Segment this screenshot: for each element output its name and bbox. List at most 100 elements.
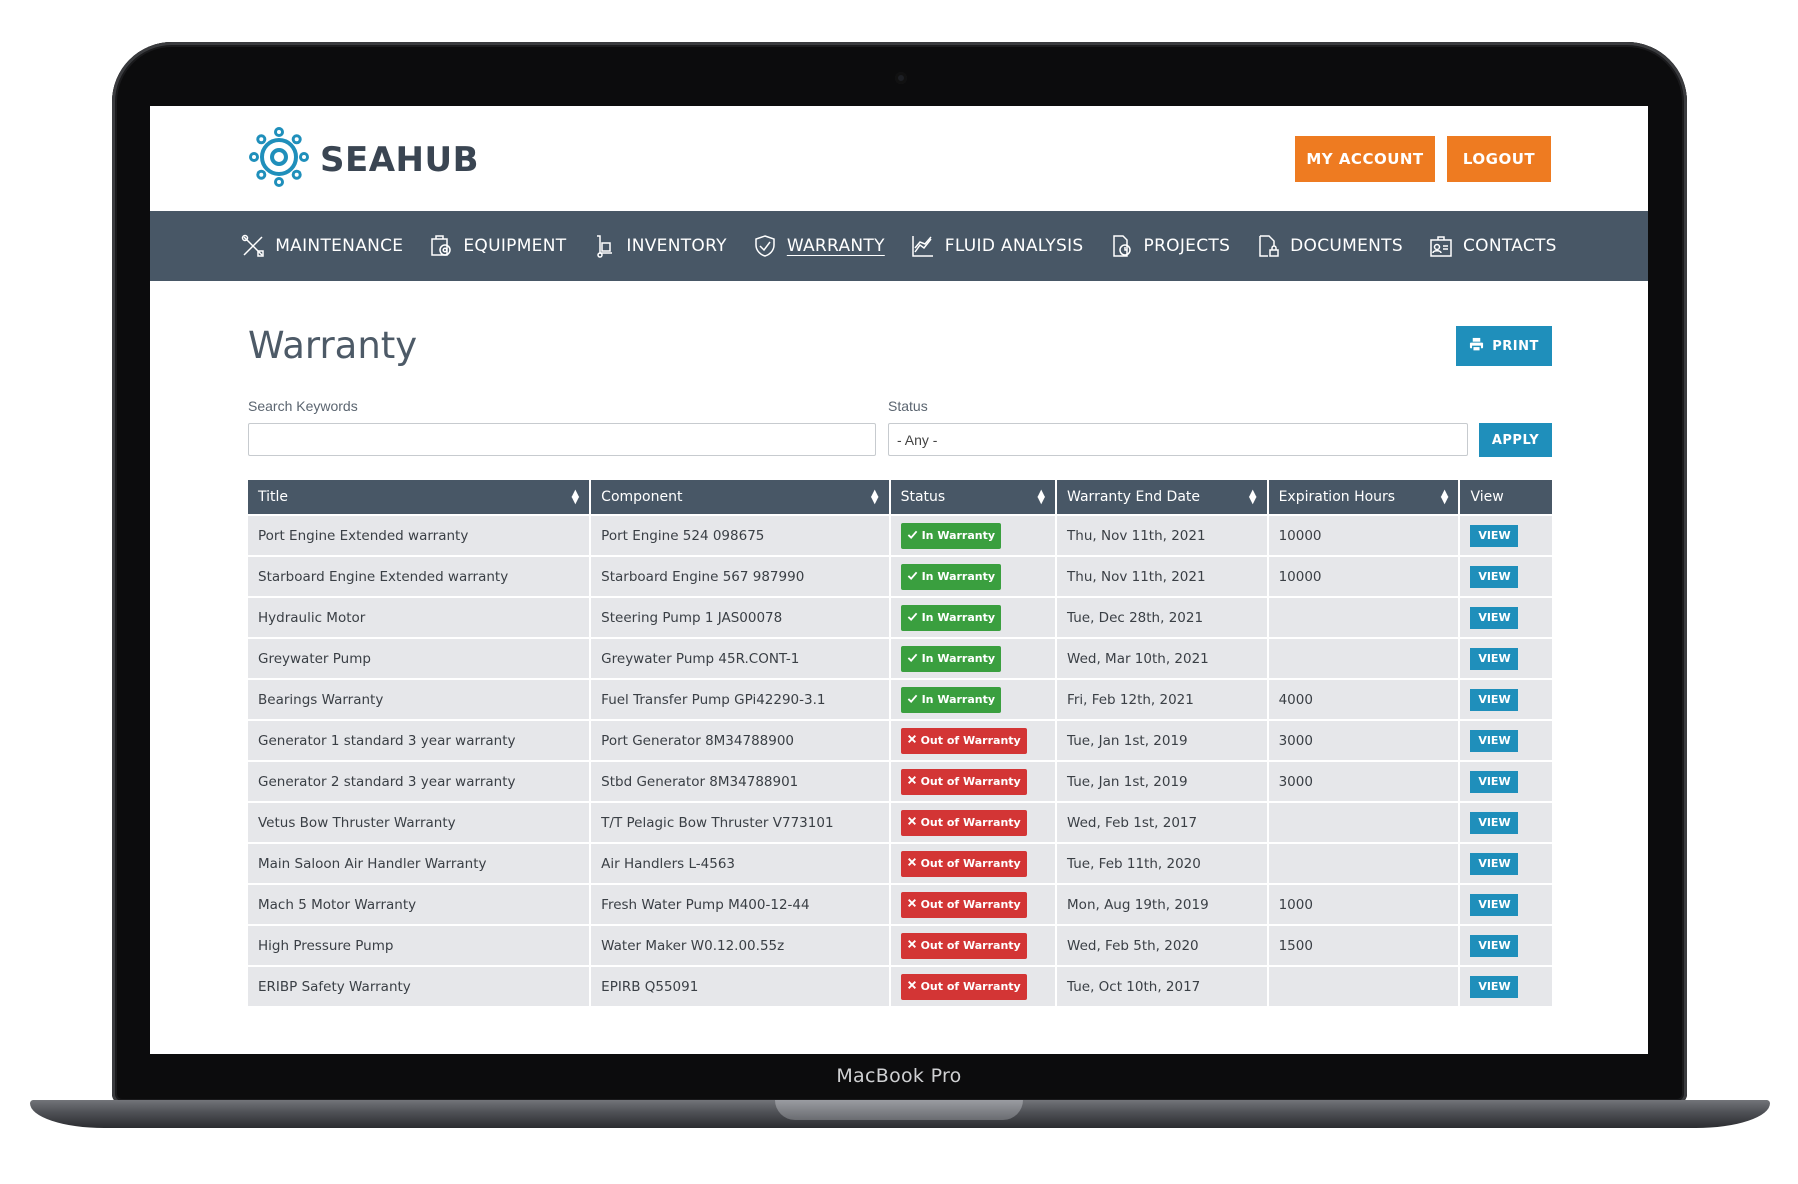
- apply-button[interactable]: APPLY: [1479, 423, 1552, 457]
- cell-end-date: Mon, Aug 19th, 2019: [1056, 883, 1269, 925]
- view-button[interactable]: VIEW: [1470, 852, 1519, 875]
- view-button[interactable]: VIEW: [1470, 647, 1519, 670]
- view-button[interactable]: VIEW: [1470, 770, 1519, 793]
- cell-view: VIEW: [1459, 637, 1552, 679]
- cell-component: Port Generator 8M34788900: [590, 719, 891, 761]
- nav-item-equipment[interactable]: EQUIPMENT: [429, 234, 566, 258]
- contacts-icon: [1429, 234, 1453, 258]
- cell-hours: 1500: [1267, 924, 1461, 966]
- sort-icon: ▲ ▼: [571, 488, 580, 506]
- status-badge: Out of Warranty: [900, 727, 1027, 754]
- main-nav: MAINTENANCE EQUIPMENT INVENTORY: [150, 211, 1648, 281]
- cell-status: In Warranty: [889, 555, 1058, 597]
- cell-title: Generator 2 standard 3 year warranty: [248, 760, 592, 802]
- cell-end-date: Tue, Jan 1st, 2019: [1056, 760, 1269, 802]
- cell-end-date: Wed, Feb 5th, 2020: [1056, 924, 1269, 966]
- nav-item-projects[interactable]: PROJECTS: [1110, 234, 1231, 258]
- status-text: In Warranty: [921, 652, 996, 665]
- cell-status: Out of Warranty: [889, 924, 1058, 966]
- status-text: Out of Warranty: [920, 816, 1021, 829]
- cell-view: VIEW: [1459, 514, 1552, 556]
- cell-status: Out of Warranty: [889, 842, 1058, 884]
- cell-view: VIEW: [1459, 555, 1552, 597]
- cell-component: Greywater Pump 45R.CONT-1: [590, 637, 891, 679]
- check-icon: [907, 570, 918, 584]
- cell-status: Out of Warranty: [889, 965, 1058, 1006]
- view-button[interactable]: VIEW: [1470, 606, 1519, 629]
- view-button[interactable]: VIEW: [1470, 975, 1519, 998]
- search-input[interactable]: [248, 423, 876, 456]
- line-chart-icon: [911, 234, 935, 258]
- nav-item-warranty[interactable]: WARRANTY: [753, 234, 885, 258]
- nav-item-maintenance[interactable]: MAINTENANCE: [241, 234, 403, 258]
- view-button[interactable]: VIEW: [1470, 811, 1519, 834]
- view-button[interactable]: VIEW: [1470, 524, 1519, 547]
- view-button[interactable]: VIEW: [1470, 688, 1519, 711]
- column-header-title[interactable]: Title ▲ ▼: [248, 480, 592, 515]
- x-icon: [907, 980, 917, 993]
- sort-icon: ▲ ▼: [1440, 488, 1449, 506]
- cell-title: Bearings Warranty: [248, 678, 592, 720]
- cell-view: VIEW: [1459, 678, 1552, 720]
- my-account-button[interactable]: MY ACCOUNT: [1295, 136, 1435, 182]
- cell-component: Fresh Water Pump M400-12-44: [590, 883, 891, 925]
- column-header-status[interactable]: Status ▲ ▼: [889, 480, 1058, 515]
- x-icon: [907, 734, 917, 747]
- nav-label: DOCUMENTS: [1290, 236, 1403, 256]
- cell-view: VIEW: [1459, 760, 1552, 802]
- status-text: In Warranty: [921, 611, 996, 624]
- status-select[interactable]: - Any -: [888, 423, 1468, 456]
- column-header-component[interactable]: Component ▲ ▼: [590, 480, 891, 515]
- cell-hours: 10000: [1267, 514, 1461, 556]
- cell-hours: [1267, 965, 1461, 1006]
- view-button[interactable]: VIEW: [1470, 565, 1519, 588]
- cell-view: VIEW: [1459, 842, 1552, 884]
- column-header-end-date[interactable]: Warranty End Date ▲ ▼: [1056, 480, 1269, 515]
- header-label: Expiration Hours: [1278, 489, 1396, 505]
- cell-hours: 1000: [1267, 883, 1461, 925]
- nav-item-inventory[interactable]: INVENTORY: [592, 234, 727, 258]
- status-badge: In Warranty: [900, 604, 1002, 631]
- check-icon: [907, 693, 918, 707]
- cell-end-date: Wed, Feb 1st, 2017: [1056, 801, 1269, 843]
- status-badge: In Warranty: [900, 686, 1002, 713]
- view-button[interactable]: VIEW: [1470, 934, 1519, 957]
- hand-truck-icon: [592, 234, 616, 258]
- cell-status: Out of Warranty: [889, 883, 1058, 925]
- view-button[interactable]: VIEW: [1470, 729, 1519, 752]
- document-lock-icon: [1256, 234, 1280, 258]
- table-row: Starboard Engine Extended warranty Starbo…: [248, 555, 1552, 597]
- table-row: Mach 5 Motor Warranty Fresh Water Pump M4…: [248, 883, 1552, 925]
- header-label: Status: [900, 489, 946, 505]
- cell-end-date: Tue, Feb 11th, 2020: [1056, 842, 1269, 884]
- cell-hours: 3000: [1267, 760, 1461, 802]
- cell-component: Fuel Transfer Pump GPi42290-3.1: [590, 678, 891, 720]
- status-badge: Out of Warranty: [900, 850, 1027, 877]
- print-label: PRINT: [1492, 338, 1539, 354]
- wrench-screwdriver-icon: [241, 234, 265, 258]
- status-badge: Out of Warranty: [900, 809, 1027, 836]
- status-text: In Warranty: [921, 570, 996, 583]
- cell-view: VIEW: [1459, 596, 1552, 638]
- equipment-icon: [429, 234, 453, 258]
- check-icon: [907, 652, 918, 666]
- cell-end-date: Fri, Feb 12th, 2021: [1056, 678, 1269, 720]
- nav-item-fluid-analysis[interactable]: FLUID ANALYSIS: [911, 234, 1084, 258]
- cell-view: VIEW: [1459, 719, 1552, 761]
- sort-icon: ▲ ▼: [870, 488, 879, 506]
- cell-hours: [1267, 637, 1461, 679]
- logout-button[interactable]: LOGOUT: [1447, 136, 1551, 182]
- nav-label: PROJECTS: [1143, 236, 1231, 256]
- cell-view: VIEW: [1459, 965, 1552, 1006]
- nav-item-documents[interactable]: DOCUMENTS: [1256, 234, 1403, 258]
- logo[interactable]: SEAHUB: [248, 126, 479, 193]
- nav-label: WARRANTY: [786, 236, 885, 256]
- column-header-hours[interactable]: Expiration Hours ▲ ▼: [1267, 480, 1461, 515]
- nav-item-contacts[interactable]: CONTACTS: [1429, 234, 1557, 258]
- cell-view: VIEW: [1459, 883, 1552, 925]
- x-icon: [907, 857, 917, 870]
- cell-component: EPIRB Q55091: [590, 965, 891, 1006]
- header-label: Warranty End Date: [1067, 489, 1201, 505]
- print-button[interactable]: PRINT: [1456, 326, 1552, 366]
- view-button[interactable]: VIEW: [1470, 893, 1519, 916]
